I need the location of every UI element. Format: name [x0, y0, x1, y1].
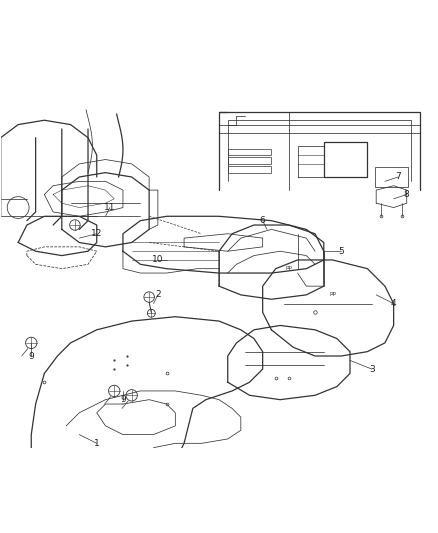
Text: 5: 5	[339, 247, 344, 256]
Bar	[228, 157, 272, 164]
Text: 10: 10	[152, 255, 164, 264]
Text: 11: 11	[104, 203, 116, 212]
Text: pp: pp	[286, 265, 292, 270]
Text: 2: 2	[155, 290, 161, 300]
Text: 12: 12	[91, 229, 102, 238]
Text: pp: pp	[329, 291, 336, 296]
Text: 8: 8	[404, 190, 410, 199]
Text: 3: 3	[369, 365, 374, 374]
Text: 9: 9	[120, 395, 126, 404]
Text: 9: 9	[28, 351, 34, 360]
Text: 6: 6	[260, 216, 265, 225]
Bar	[228, 149, 272, 155]
Text: 7: 7	[395, 173, 401, 182]
Text: 4: 4	[391, 299, 396, 308]
Text: 1: 1	[94, 439, 99, 448]
Bar	[228, 166, 272, 173]
